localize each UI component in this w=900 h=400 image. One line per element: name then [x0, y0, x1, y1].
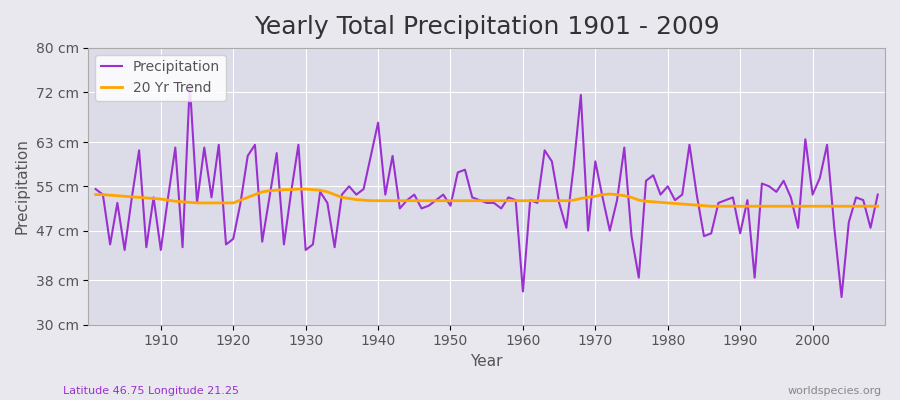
20 Yr Trend	[518, 198, 528, 203]
Precipitation	[872, 192, 883, 197]
Y-axis label: Precipitation: Precipitation	[15, 138, 30, 234]
Precipitation	[358, 187, 369, 192]
20 Yr Trend	[872, 204, 883, 209]
Precipitation	[525, 198, 535, 202]
X-axis label: Year: Year	[471, 354, 503, 369]
Line: 20 Yr Trend: 20 Yr Trend	[95, 189, 878, 206]
Legend: Precipitation, 20 Yr Trend: Precipitation, 20 Yr Trend	[95, 55, 226, 101]
Precipitation	[148, 195, 159, 200]
20 Yr Trend	[90, 192, 101, 197]
20 Yr Trend	[358, 198, 369, 202]
Text: Latitude 46.75 Longitude 21.25: Latitude 46.75 Longitude 21.25	[63, 386, 239, 396]
Precipitation	[184, 82, 195, 86]
Precipitation	[90, 187, 101, 192]
20 Yr Trend	[612, 192, 623, 197]
20 Yr Trend	[293, 187, 304, 192]
Precipitation	[315, 190, 326, 194]
Text: worldspecies.org: worldspecies.org	[788, 386, 882, 396]
20 Yr Trend	[148, 196, 159, 201]
20 Yr Trend	[706, 204, 716, 209]
Precipitation	[836, 295, 847, 300]
Precipitation	[518, 289, 528, 294]
Precipitation	[612, 198, 623, 202]
Line: Precipitation: Precipitation	[95, 84, 878, 297]
20 Yr Trend	[525, 198, 535, 203]
Title: Yearly Total Precipitation 1901 - 2009: Yearly Total Precipitation 1901 - 2009	[254, 15, 719, 39]
20 Yr Trend	[315, 188, 326, 192]
